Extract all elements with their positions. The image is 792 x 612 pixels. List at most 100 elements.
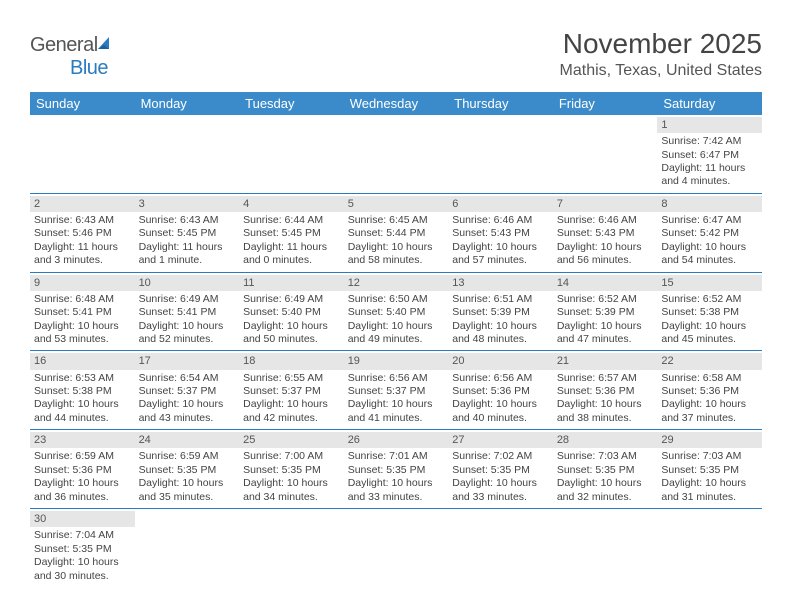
sunset-text: Sunset: 5:40 PM	[348, 306, 445, 319]
sunrise-text: Sunrise: 6:45 AM	[348, 214, 445, 227]
calendar-day-cell: 23Sunrise: 6:59 AMSunset: 5:36 PMDayligh…	[30, 430, 135, 509]
day-number: 12	[344, 275, 449, 291]
weekday-header: Tuesday	[239, 92, 344, 115]
daylight-text: and 33 minutes.	[348, 491, 445, 504]
calendar-table: Sunday Monday Tuesday Wednesday Thursday…	[30, 92, 762, 587]
sunrise-text: Sunrise: 6:52 AM	[557, 293, 654, 306]
daylight-text: and 53 minutes.	[34, 333, 131, 346]
weekday-header: Wednesday	[344, 92, 449, 115]
day-number: 26	[344, 432, 449, 448]
sunrise-text: Sunrise: 7:04 AM	[34, 529, 131, 542]
sunset-text: Sunset: 5:37 PM	[243, 385, 340, 398]
daylight-text: and 43 minutes.	[139, 412, 236, 425]
daylight-text: and 42 minutes.	[243, 412, 340, 425]
calendar-day-cell: 29Sunrise: 7:03 AMSunset: 5:35 PMDayligh…	[657, 430, 762, 509]
weekday-header: Sunday	[30, 92, 135, 115]
day-number: 21	[553, 353, 658, 369]
daylight-text: and 58 minutes.	[348, 254, 445, 267]
sunrise-text: Sunrise: 6:53 AM	[34, 372, 131, 385]
calendar-day-cell	[344, 115, 449, 193]
day-number: 13	[448, 275, 553, 291]
daylight-text: and 37 minutes.	[661, 412, 758, 425]
calendar-day-cell: 4Sunrise: 6:44 AMSunset: 5:45 PMDaylight…	[239, 193, 344, 272]
sunrise-text: Sunrise: 6:56 AM	[348, 372, 445, 385]
calendar-week-row: 1 Sunrise: 7:42 AMSunset: 6:47 PMDaylight…	[30, 115, 762, 193]
daylight-text: and 44 minutes.	[34, 412, 131, 425]
daylight-text: Daylight: 10 hours	[661, 241, 758, 254]
sunset-text: Sunset: 5:35 PM	[243, 464, 340, 477]
calendar-day-cell: 22Sunrise: 6:58 AMSunset: 5:36 PMDayligh…	[657, 351, 762, 430]
sunset-text: Sunset: 5:35 PM	[661, 464, 758, 477]
day-number: 19	[344, 353, 449, 369]
sunset-text: Sunset: 5:41 PM	[34, 306, 131, 319]
calendar-day-cell	[135, 509, 240, 587]
calendar-day-cell: 25 Sunrise: 7:00 AMSunset: 5:35 PMDayligh…	[239, 430, 344, 509]
calendar-day-cell: 8Sunrise: 6:47 AMSunset: 5:42 PMDaylight…	[657, 193, 762, 272]
calendar-day-cell: 12Sunrise: 6:50 AMSunset: 5:40 PMDayligh…	[344, 272, 449, 351]
sunrise-text: Sunrise: 6:49 AM	[139, 293, 236, 306]
daylight-text: and 1 minute.	[139, 254, 236, 267]
daylight-text: Daylight: 10 hours	[452, 241, 549, 254]
day-number: 1	[657, 117, 762, 133]
sunrise-text: Sunrise: 6:52 AM	[661, 293, 758, 306]
daylight-text: and 45 minutes.	[661, 333, 758, 346]
sunrise-text: Sunrise: 6:46 AM	[452, 214, 549, 227]
day-number: 9	[30, 275, 135, 291]
sunrise-text: Sunrise: 6:46 AM	[557, 214, 654, 227]
day-number: 25	[239, 432, 344, 448]
title-block: November 2025 Mathis, Texas, United Stat…	[560, 28, 762, 80]
daylight-text: Daylight: 10 hours	[557, 320, 654, 333]
daylight-text: Daylight: 10 hours	[34, 477, 131, 490]
day-number: 18	[239, 353, 344, 369]
calendar-day-cell: 24Sunrise: 6:59 AMSunset: 5:35 PMDayligh…	[135, 430, 240, 509]
day-number: 24	[135, 432, 240, 448]
sunset-text: Sunset: 5:35 PM	[557, 464, 654, 477]
sunrise-text: Sunrise: 7:03 AM	[557, 450, 654, 463]
weekday-header: Thursday	[448, 92, 553, 115]
location: Mathis, Texas, United States	[560, 62, 762, 80]
daylight-text: and 48 minutes.	[452, 333, 549, 346]
calendar-day-cell: 1 Sunrise: 7:42 AMSunset: 6:47 PMDaylight…	[657, 115, 762, 193]
sunset-text: Sunset: 5:39 PM	[557, 306, 654, 319]
calendar-day-cell	[135, 115, 240, 193]
daylight-text: and 4 minutes.	[661, 175, 758, 188]
calendar-day-cell	[30, 115, 135, 193]
calendar-day-cell: 2Sunrise: 6:43 AMSunset: 5:46 PMDaylight…	[30, 193, 135, 272]
sunrise-text: Sunrise: 6:59 AM	[34, 450, 131, 463]
calendar-day-cell: 17Sunrise: 6:54 AMSunset: 5:37 PMDayligh…	[135, 351, 240, 430]
sunset-text: Sunset: 6:47 PM	[661, 149, 758, 162]
daylight-text: Daylight: 11 hours	[661, 162, 758, 175]
daylight-text: Daylight: 10 hours	[661, 398, 758, 411]
sunrise-text: Sunrise: 7:42 AM	[661, 135, 758, 148]
day-number: 22	[657, 353, 762, 369]
daylight-text: Daylight: 10 hours	[243, 477, 340, 490]
sunset-text: Sunset: 5:40 PM	[243, 306, 340, 319]
sunrise-text: Sunrise: 7:00 AM	[243, 450, 340, 463]
sunset-text: Sunset: 5:38 PM	[661, 306, 758, 319]
daylight-text: Daylight: 10 hours	[34, 320, 131, 333]
calendar-week-row: 23Sunrise: 6:59 AMSunset: 5:36 PMDayligh…	[30, 430, 762, 509]
calendar-day-cell: 21Sunrise: 6:57 AMSunset: 5:36 PMDayligh…	[553, 351, 658, 430]
sunrise-text: Sunrise: 6:48 AM	[34, 293, 131, 306]
calendar-day-cell: 26Sunrise: 7:01 AMSunset: 5:35 PMDayligh…	[344, 430, 449, 509]
sunset-text: Sunset: 5:38 PM	[34, 385, 131, 398]
daylight-text: Daylight: 10 hours	[557, 477, 654, 490]
calendar-day-cell: 15Sunrise: 6:52 AMSunset: 5:38 PMDayligh…	[657, 272, 762, 351]
calendar-day-cell	[553, 115, 658, 193]
sunset-text: Sunset: 5:36 PM	[661, 385, 758, 398]
calendar-day-cell: 6Sunrise: 6:46 AMSunset: 5:43 PMDaylight…	[448, 193, 553, 272]
daylight-text: and 41 minutes.	[348, 412, 445, 425]
sunrise-text: Sunrise: 6:43 AM	[34, 214, 131, 227]
sunrise-text: Sunrise: 6:47 AM	[661, 214, 758, 227]
sunset-text: Sunset: 5:36 PM	[557, 385, 654, 398]
calendar-day-cell: 7Sunrise: 6:46 AMSunset: 5:43 PMDaylight…	[553, 193, 658, 272]
sunrise-text: Sunrise: 6:50 AM	[348, 293, 445, 306]
logo-sail-icon	[96, 34, 116, 56]
calendar-day-cell: 27Sunrise: 7:02 AMSunset: 5:35 PMDayligh…	[448, 430, 553, 509]
calendar-day-cell: 20Sunrise: 6:56 AMSunset: 5:36 PMDayligh…	[448, 351, 553, 430]
sunset-text: Sunset: 5:41 PM	[139, 306, 236, 319]
weekday-header-row: Sunday Monday Tuesday Wednesday Thursday…	[30, 92, 762, 115]
daylight-text: and 52 minutes.	[139, 333, 236, 346]
day-number: 28	[553, 432, 658, 448]
daylight-text: Daylight: 10 hours	[348, 398, 445, 411]
